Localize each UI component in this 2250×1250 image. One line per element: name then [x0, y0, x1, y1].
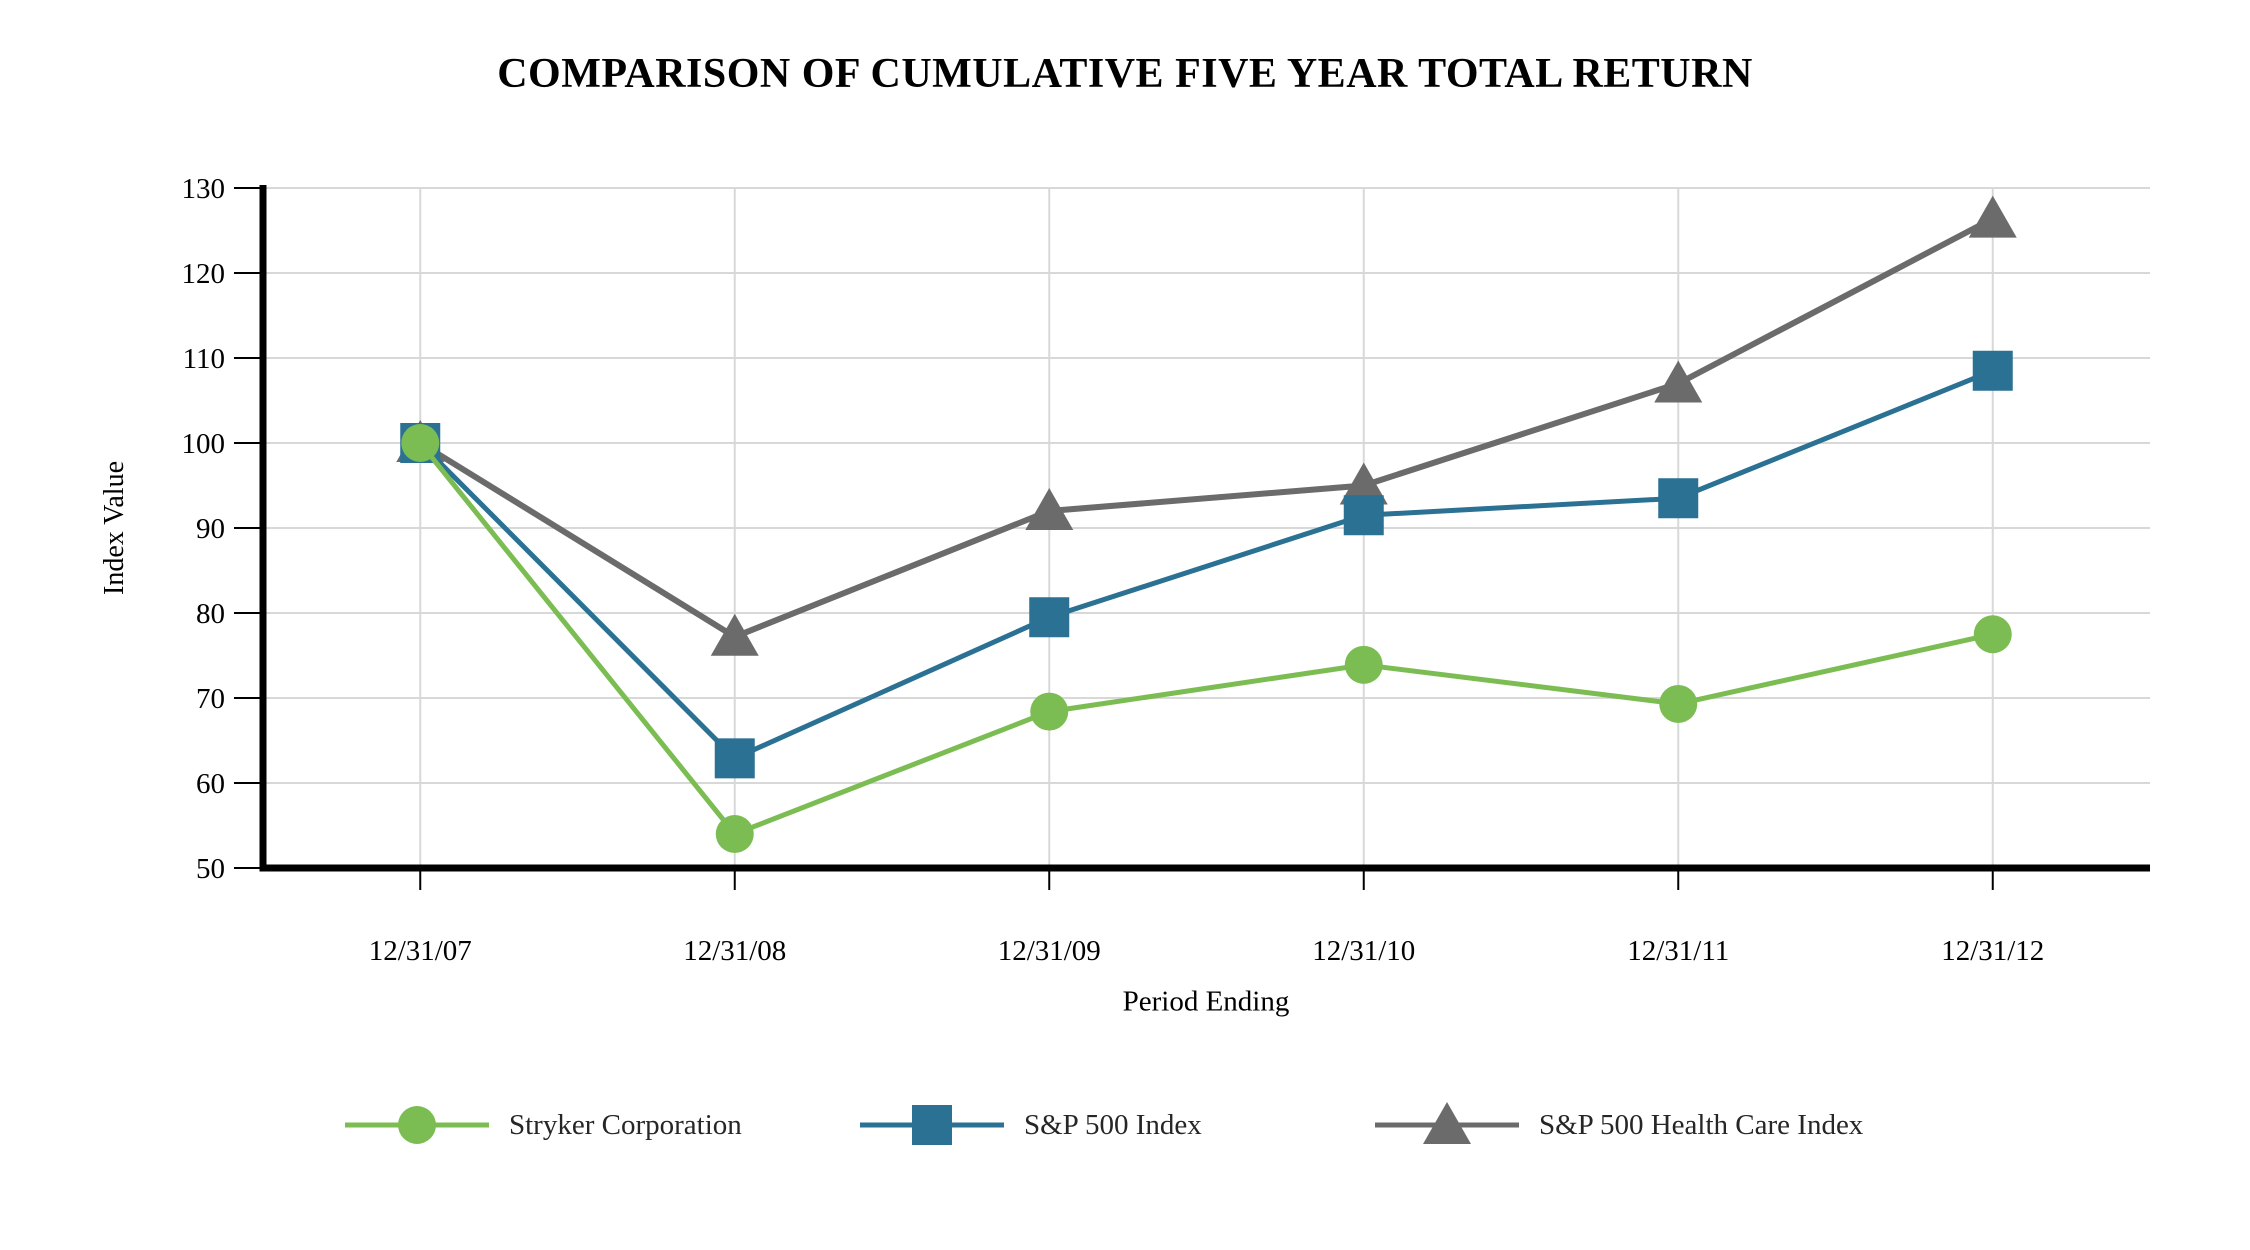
legend-label-stryker-corporation: Stryker Corporation [509, 1108, 742, 1141]
chart-title: COMPARISON OF CUMULATIVE FIVE YEAR TOTAL… [497, 51, 1753, 97]
series-marker-s-p-500-health-care-index [1654, 360, 1703, 403]
y-tick-label: 110 [183, 343, 225, 375]
legend-label-s-p-500-index: S&P 500 Index [1024, 1108, 1202, 1141]
series-marker-s-p-500-health-care-index [1025, 488, 1074, 530]
series-marker-s-p-500-index [1972, 350, 2013, 391]
series-line-s-p-500-index [418, 368, 1994, 762]
x-tick-label: 12/31/10 [1312, 935, 1415, 967]
legend-item-s-p-500-health-care-index: S&P 500 Health Care Index [1369, 1097, 1863, 1153]
series-marker-s-p-500-index [1343, 495, 1384, 536]
series-marker-s-p-500-index [1658, 478, 1699, 519]
series-marker-stryker-corporation [1030, 692, 1069, 731]
series-marker-s-p-500-index [1029, 597, 1070, 638]
y-tick-label: 70 [196, 683, 225, 715]
series-marker-stryker-corporation [715, 815, 754, 853]
series-marker-s-p-500-health-care-index [710, 613, 759, 656]
legend-marker-shape [1423, 1102, 1471, 1144]
legend-marker-shape [912, 1105, 952, 1145]
series-marker-stryker-corporation [1659, 684, 1698, 723]
y-tick-label: 130 [182, 173, 226, 205]
legend-label-s-p-500-health-care-index: S&P 500 Health Care Index [1539, 1108, 1864, 1141]
y-tick-label: 100 [182, 428, 226, 460]
series-marker-s-p-500-health-care-index [1339, 462, 1388, 505]
series-marker-stryker-corporation [1344, 645, 1383, 684]
y-tick-label: 120 [182, 258, 226, 290]
series-marker-stryker-corporation [1973, 615, 2012, 654]
y-tick-label: 60 [196, 768, 225, 800]
legend-item-s-p-500-index: S&P 500 Index [854, 1097, 1202, 1153]
legend-item-stryker-corporation: Stryker Corporation [339, 1097, 742, 1153]
y-axis-title: Index Value [99, 461, 130, 595]
x-tick-label: 12/31/09 [998, 935, 1101, 967]
series-line-stryker-corporation [418, 441, 1994, 837]
y-tick-label: 90 [196, 513, 225, 545]
legend-marker-circle-icon [345, 1106, 489, 1144]
x-tick-label: 12/31/11 [1627, 935, 1729, 967]
x-axis-title: Period Ending [1122, 985, 1290, 1018]
x-tick-label: 12/31/08 [683, 935, 786, 967]
series-line-s-p-500-health-care-index [418, 215, 1995, 641]
y-tick-label: 50 [196, 853, 225, 885]
series-marker-stryker-corporation [401, 424, 440, 462]
legend-marker-shape [398, 1106, 436, 1144]
y-tick-label: 80 [196, 598, 225, 630]
legend-marker-triangle-icon [1375, 1102, 1519, 1144]
series-marker-s-p-500-health-care-index [1968, 195, 2017, 238]
x-tick-label: 12/31/07 [369, 935, 472, 967]
chart-legend: Stryker Corporation S&P 500 Index S&P 500 … [0, 1097, 2250, 1157]
legend-marker-square-icon [860, 1105, 1004, 1145]
x-tick-label: 12/31/12 [1941, 935, 2044, 967]
series-marker-s-p-500-index [714, 738, 755, 779]
